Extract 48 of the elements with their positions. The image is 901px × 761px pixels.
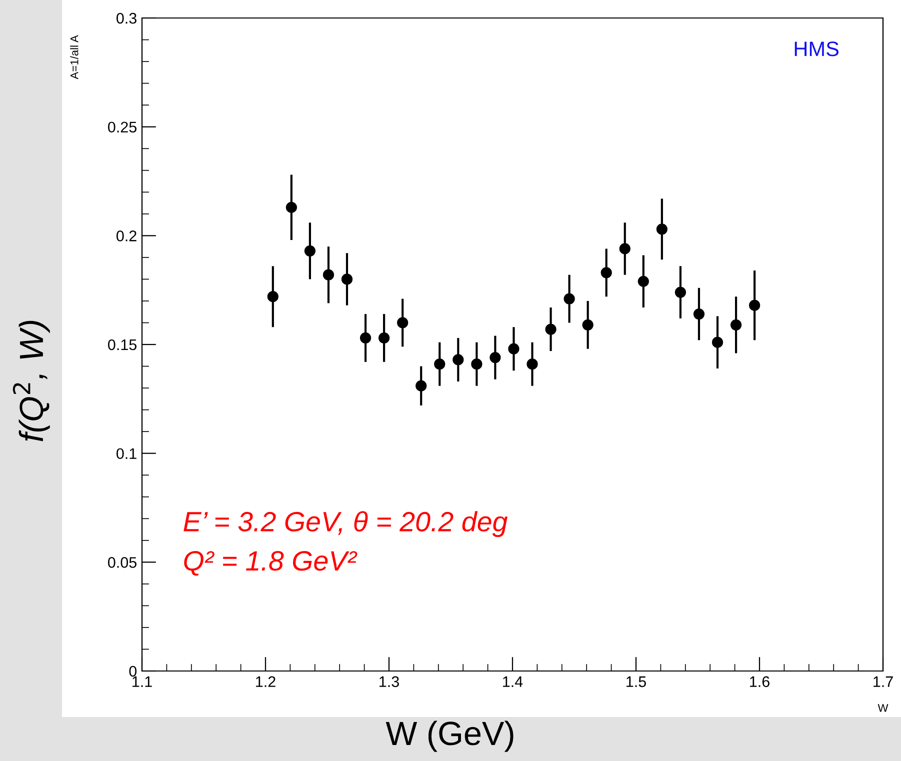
point xyxy=(564,293,575,304)
point xyxy=(286,202,297,213)
point xyxy=(341,274,353,285)
y-axis-title: f(Q$^{2}$, W) xyxy=(12,320,50,442)
annotation: E’ = 3.2 GeV, θ = 20.2 deg xyxy=(184,511,508,538)
point xyxy=(638,276,649,287)
point xyxy=(471,358,482,370)
x-tick-label: 1.1 xyxy=(132,676,152,687)
point xyxy=(674,286,686,298)
point xyxy=(452,354,464,366)
x-tick-label: 1.7 xyxy=(874,676,893,687)
point xyxy=(712,336,724,348)
y-tick-label: 0.1 xyxy=(116,448,136,460)
point xyxy=(693,308,705,320)
point xyxy=(416,380,427,392)
y-tick-label: 0.15 xyxy=(108,339,136,350)
y-tick-label: 0 xyxy=(129,666,137,677)
x-tick-label: 1.2 xyxy=(256,676,276,687)
point xyxy=(730,319,742,330)
point xyxy=(378,332,390,344)
point xyxy=(526,358,538,370)
point xyxy=(749,300,760,311)
point xyxy=(582,319,594,330)
point xyxy=(490,352,501,364)
annotation: HMS xyxy=(794,41,838,56)
y-tick-label: 0.05 xyxy=(108,557,136,568)
x-tick-label: 1.5 xyxy=(626,676,646,688)
point xyxy=(360,332,372,344)
text: W xyxy=(878,704,888,712)
point xyxy=(322,269,334,280)
point xyxy=(545,324,556,335)
y-tick-label: 0.2 xyxy=(116,230,136,242)
x-tick-label: 1.4 xyxy=(503,676,523,687)
point xyxy=(397,317,408,328)
point xyxy=(304,245,316,256)
point xyxy=(267,291,278,302)
point xyxy=(656,224,668,235)
x-axis-title: W (GeV) xyxy=(386,720,514,752)
y-tick-label: 0.25 xyxy=(108,122,136,133)
annotation: Q² = 1.8 GeV² xyxy=(184,551,358,576)
point xyxy=(508,343,520,354)
text: A=1/all A xyxy=(70,35,78,80)
x-tick-label: 1.6 xyxy=(750,676,770,688)
y-tick-label: 0.3 xyxy=(116,12,136,24)
point xyxy=(619,243,630,254)
point xyxy=(600,267,612,278)
x-tick-label: 1.3 xyxy=(380,676,399,688)
point xyxy=(434,358,446,370)
